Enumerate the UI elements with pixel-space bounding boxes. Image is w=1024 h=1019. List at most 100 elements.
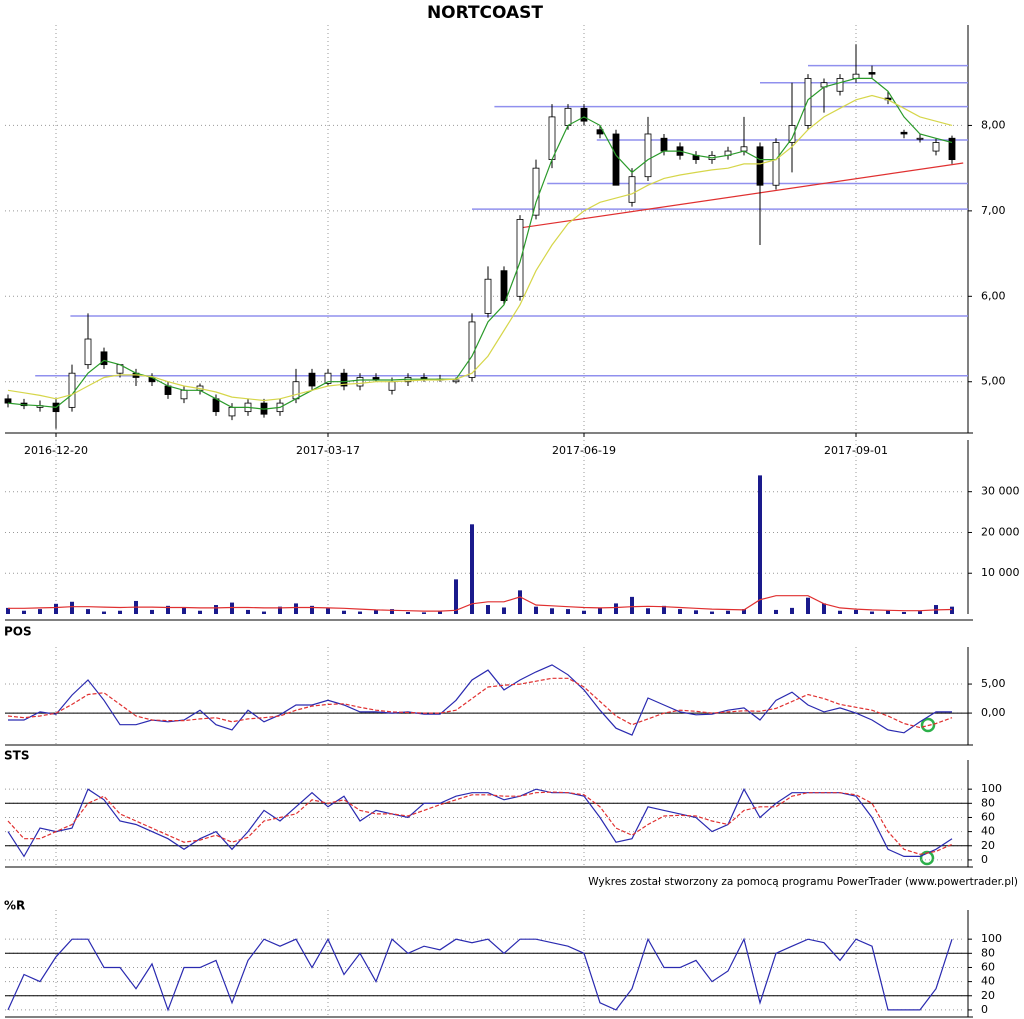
bar <box>614 603 618 614</box>
candle-body <box>452 379 460 383</box>
y-tick-label: 20 <box>981 989 995 1002</box>
bar <box>342 610 346 614</box>
bar <box>310 605 314 614</box>
bar <box>470 524 474 614</box>
chart-title: NORTCOAST <box>427 3 543 23</box>
y-tick-label: 80 <box>981 946 995 959</box>
bar <box>374 609 378 614</box>
candle-body <box>68 372 76 408</box>
candle-body <box>948 137 956 161</box>
panel-title: STS <box>4 749 29 763</box>
bar <box>790 607 794 614</box>
series-line <box>7 677 953 729</box>
candle-body <box>548 116 556 161</box>
bar <box>166 605 170 614</box>
candle-body <box>900 131 908 135</box>
series-line <box>7 937 953 1012</box>
y-tick-label: 100 <box>981 782 1002 795</box>
candle-body <box>356 377 364 387</box>
candle-body <box>916 137 924 140</box>
bar <box>358 611 362 614</box>
bar <box>886 610 890 614</box>
y-tick-label: 80 <box>981 796 995 809</box>
candle-body <box>628 176 636 203</box>
bar <box>758 475 762 614</box>
bar <box>550 608 554 614</box>
candle-body <box>836 78 844 92</box>
candle-body <box>4 398 12 404</box>
y-tick-label: 6,00 <box>981 289 1006 302</box>
bar <box>806 597 810 614</box>
y-tick-label: 0 <box>981 853 988 866</box>
bar <box>406 611 410 614</box>
bar <box>70 601 74 614</box>
trend-line <box>519 162 964 229</box>
bar <box>486 605 490 614</box>
highlight-circle <box>920 717 936 733</box>
candle-body <box>468 321 476 378</box>
series-line <box>7 787 953 858</box>
candle-body <box>100 351 108 366</box>
bar <box>518 590 522 614</box>
candle-body <box>164 385 172 395</box>
bar <box>86 609 90 614</box>
bar <box>726 610 730 614</box>
bar <box>230 602 234 614</box>
series-line <box>8 664 952 736</box>
candle-body <box>740 146 748 152</box>
y-tick-label: 100 <box>981 932 1002 945</box>
bar <box>630 596 634 614</box>
candle-body <box>756 146 764 186</box>
candle-body <box>932 142 940 152</box>
bar <box>198 610 202 614</box>
panel-title: POS <box>4 625 32 639</box>
bar <box>566 609 570 614</box>
bar <box>38 609 42 614</box>
candle-body <box>308 372 316 387</box>
bar <box>534 606 538 614</box>
bar <box>742 609 746 614</box>
candle-body <box>500 270 508 301</box>
bar <box>278 606 282 614</box>
bar <box>870 611 874 614</box>
y-tick-label: 40 <box>981 975 995 988</box>
candle-body <box>516 219 524 297</box>
bar <box>246 609 250 614</box>
candle-body <box>868 72 876 75</box>
bar <box>54 603 58 614</box>
bar <box>6 607 10 614</box>
bar <box>502 607 506 614</box>
bar <box>950 606 954 614</box>
bar <box>854 609 858 614</box>
candle-body <box>84 338 92 366</box>
y-tick-label: 20 <box>981 839 995 852</box>
bar <box>422 612 426 614</box>
candle-body <box>388 381 396 391</box>
candle-body <box>564 107 572 126</box>
bar <box>294 603 298 614</box>
candle-body <box>228 406 236 417</box>
candle-body <box>212 398 220 413</box>
candle-body <box>772 142 780 186</box>
bar <box>326 608 330 614</box>
y-tick-label: 0,00 <box>981 706 1006 719</box>
credit: Wykres został stworzony za pomocą progra… <box>588 876 1018 888</box>
y-tick-label: 5,00 <box>981 375 1006 388</box>
series-line <box>7 94 953 402</box>
bar <box>838 610 842 614</box>
x-tick-label: 2016-12-20 <box>24 444 88 457</box>
bar <box>678 609 682 614</box>
y-tick-label: 10 000 <box>981 566 1020 579</box>
candle-body <box>324 372 332 384</box>
candle-body <box>804 78 812 126</box>
bar <box>22 610 26 614</box>
candle-body <box>660 137 668 152</box>
bar <box>902 611 906 614</box>
candle-body <box>612 133 620 186</box>
y-tick-label: 0 <box>981 1003 988 1016</box>
y-tick-label: 60 <box>981 810 995 823</box>
bar <box>918 611 922 614</box>
bar <box>774 609 778 614</box>
bar <box>214 605 218 614</box>
y-tick-label: 5,00 <box>981 677 1006 690</box>
